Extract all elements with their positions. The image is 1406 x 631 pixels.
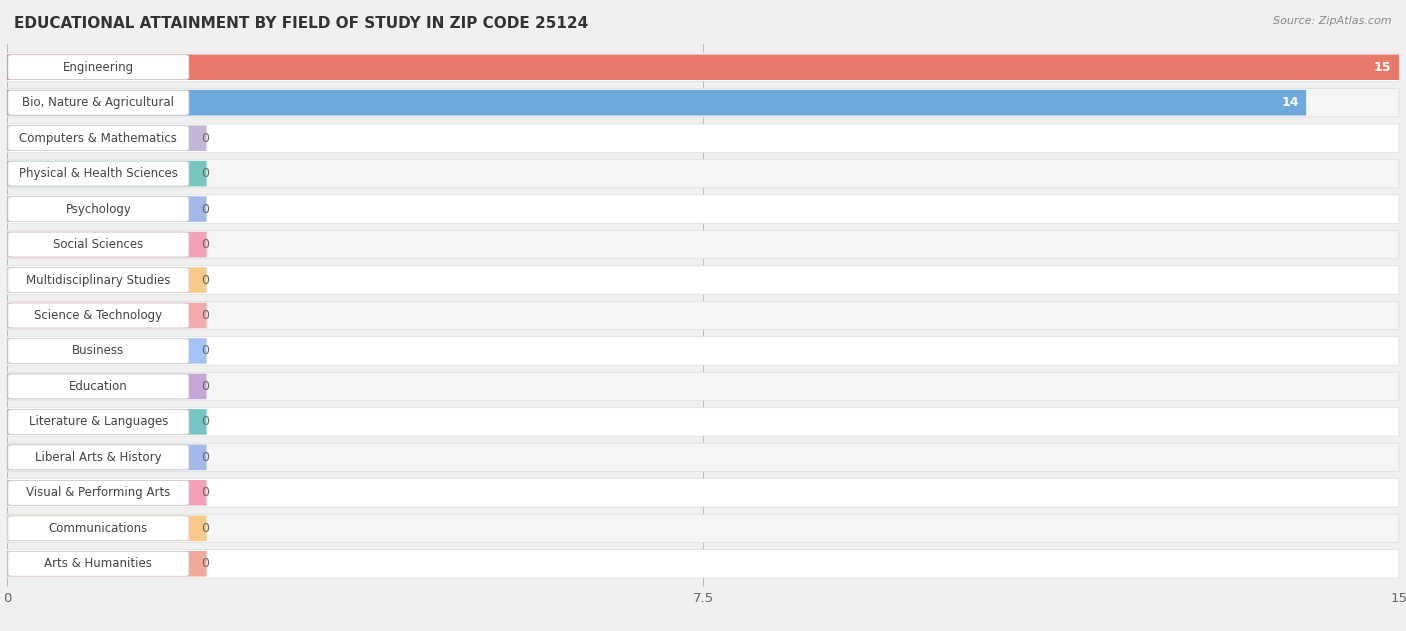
Text: 0: 0	[201, 380, 209, 393]
FancyBboxPatch shape	[8, 268, 188, 292]
FancyBboxPatch shape	[8, 161, 188, 186]
FancyBboxPatch shape	[7, 372, 1399, 401]
Text: 0: 0	[201, 273, 209, 286]
Text: 0: 0	[201, 203, 209, 216]
FancyBboxPatch shape	[7, 303, 207, 328]
FancyBboxPatch shape	[8, 516, 188, 541]
FancyBboxPatch shape	[7, 90, 1306, 115]
FancyBboxPatch shape	[8, 374, 188, 399]
FancyBboxPatch shape	[8, 197, 188, 221]
Text: Literature & Languages: Literature & Languages	[28, 415, 169, 428]
Text: 0: 0	[201, 557, 209, 570]
Text: Science & Technology: Science & Technology	[34, 309, 163, 322]
FancyBboxPatch shape	[8, 90, 188, 115]
FancyBboxPatch shape	[8, 303, 188, 328]
FancyBboxPatch shape	[7, 232, 207, 257]
FancyBboxPatch shape	[7, 408, 1399, 436]
FancyBboxPatch shape	[7, 124, 1399, 152]
FancyBboxPatch shape	[8, 410, 188, 434]
FancyBboxPatch shape	[7, 338, 207, 363]
Text: 0: 0	[201, 345, 209, 358]
FancyBboxPatch shape	[7, 337, 1399, 365]
FancyBboxPatch shape	[7, 230, 1399, 259]
Text: Arts & Humanities: Arts & Humanities	[45, 557, 152, 570]
Text: Communications: Communications	[49, 522, 148, 535]
FancyBboxPatch shape	[7, 266, 1399, 294]
FancyBboxPatch shape	[8, 445, 188, 470]
Text: 0: 0	[201, 451, 209, 464]
Text: Social Sciences: Social Sciences	[53, 238, 143, 251]
Text: Education: Education	[69, 380, 128, 393]
Text: 0: 0	[201, 167, 209, 180]
FancyBboxPatch shape	[7, 53, 1399, 81]
FancyBboxPatch shape	[7, 516, 207, 541]
FancyBboxPatch shape	[8, 480, 188, 505]
Text: Physical & Health Sciences: Physical & Health Sciences	[20, 167, 179, 180]
Text: Business: Business	[72, 345, 125, 358]
Text: Engineering: Engineering	[63, 61, 134, 74]
FancyBboxPatch shape	[7, 88, 1399, 117]
FancyBboxPatch shape	[7, 480, 207, 505]
FancyBboxPatch shape	[7, 551, 207, 577]
Text: Liberal Arts & History: Liberal Arts & History	[35, 451, 162, 464]
Text: 0: 0	[201, 132, 209, 144]
FancyBboxPatch shape	[8, 126, 188, 151]
Text: 15: 15	[1374, 61, 1392, 74]
FancyBboxPatch shape	[7, 445, 207, 470]
Text: 0: 0	[201, 238, 209, 251]
FancyBboxPatch shape	[7, 550, 1399, 578]
FancyBboxPatch shape	[7, 126, 207, 151]
FancyBboxPatch shape	[7, 302, 1399, 329]
Text: 14: 14	[1281, 96, 1299, 109]
FancyBboxPatch shape	[8, 551, 188, 576]
FancyBboxPatch shape	[7, 160, 1399, 188]
Text: EDUCATIONAL ATTAINMENT BY FIELD OF STUDY IN ZIP CODE 25124: EDUCATIONAL ATTAINMENT BY FIELD OF STUDY…	[14, 16, 588, 31]
Text: Bio, Nature & Agricultural: Bio, Nature & Agricultural	[22, 96, 174, 109]
FancyBboxPatch shape	[7, 479, 1399, 507]
FancyBboxPatch shape	[8, 339, 188, 363]
FancyBboxPatch shape	[7, 514, 1399, 543]
FancyBboxPatch shape	[7, 268, 207, 293]
Text: 0: 0	[201, 309, 209, 322]
FancyBboxPatch shape	[7, 409, 207, 435]
Text: Psychology: Psychology	[66, 203, 131, 216]
FancyBboxPatch shape	[7, 54, 1399, 80]
FancyBboxPatch shape	[7, 195, 1399, 223]
FancyBboxPatch shape	[7, 374, 207, 399]
Text: 0: 0	[201, 522, 209, 535]
Text: Visual & Performing Arts: Visual & Performing Arts	[27, 487, 170, 499]
Text: Multidisciplinary Studies: Multidisciplinary Studies	[27, 273, 170, 286]
FancyBboxPatch shape	[8, 55, 188, 80]
Text: Source: ZipAtlas.com: Source: ZipAtlas.com	[1274, 16, 1392, 26]
Text: 0: 0	[201, 415, 209, 428]
FancyBboxPatch shape	[7, 443, 1399, 471]
FancyBboxPatch shape	[8, 232, 188, 257]
Text: 0: 0	[201, 487, 209, 499]
FancyBboxPatch shape	[7, 161, 207, 186]
Text: Computers & Mathematics: Computers & Mathematics	[20, 132, 177, 144]
FancyBboxPatch shape	[7, 196, 207, 222]
